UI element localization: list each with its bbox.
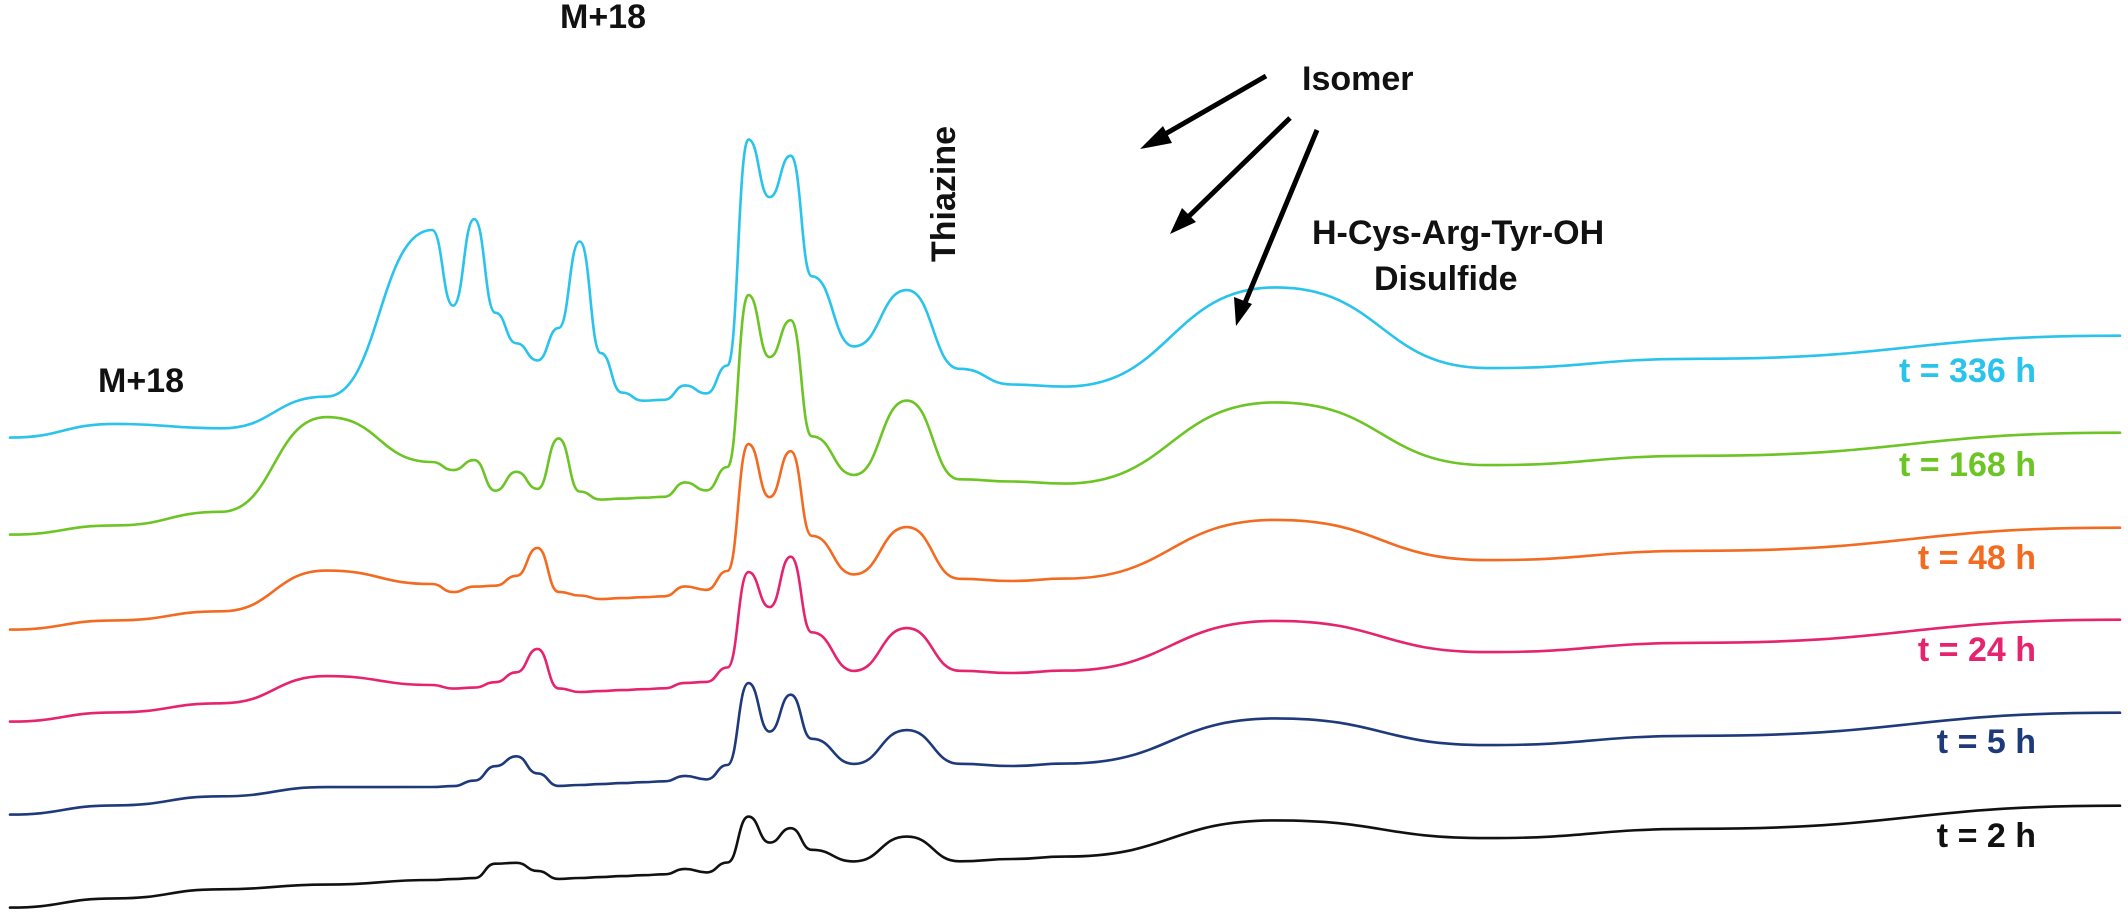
trace-t-48-h: [8, 442, 2122, 631]
series-label-group: t = 336 h t = 168 h t = 48 h t = 24 h t = 5 …: [1899, 352, 2036, 855]
trace-group: [8, 138, 2122, 909]
series-label-5: t = 2 h: [1937, 817, 2036, 855]
trace-t-336-h: [8, 138, 2122, 439]
isomer-arrow-3: [1239, 129, 1320, 311]
isomer-arrows: [1140, 73, 1320, 326]
thiazine-annotation: Thiazine: [925, 126, 963, 262]
series-label-4: t = 5 h: [1937, 723, 2036, 761]
product-annotation-line2: Disulfide: [1374, 260, 1518, 298]
isomer-annotation: Isomer: [1302, 60, 1414, 98]
trace-t-24-h: [8, 555, 2122, 723]
series-label-2: t = 48 h: [1918, 539, 2036, 577]
isomer-arrowhead-1: [1140, 126, 1172, 149]
annotation-group: M+18 M+18 Thiazine Isomer H-Cys-Arg-Tyr-…: [98, 0, 1604, 400]
m18-left-annotation: M+18: [98, 362, 184, 400]
trace-t-168-h: [8, 293, 2122, 536]
series-label-1: t = 168 h: [1899, 446, 2036, 484]
m18-top-annotation: M+18: [560, 0, 646, 36]
series-label-3: t = 24 h: [1918, 631, 2036, 669]
isomer-arrow-2: [1182, 116, 1292, 223]
isomer-arrow-1: [1158, 73, 1268, 140]
trace-t-2-h: [8, 804, 2122, 909]
isomer-arrowhead-3: [1234, 297, 1252, 326]
series-label-0: t = 336 h: [1899, 352, 2036, 390]
trace-t-5-h: [8, 681, 2122, 816]
isomer-arrowhead-2: [1170, 208, 1196, 234]
product-annotation-line1: H-Cys-Arg-Tyr-OH: [1312, 214, 1604, 252]
